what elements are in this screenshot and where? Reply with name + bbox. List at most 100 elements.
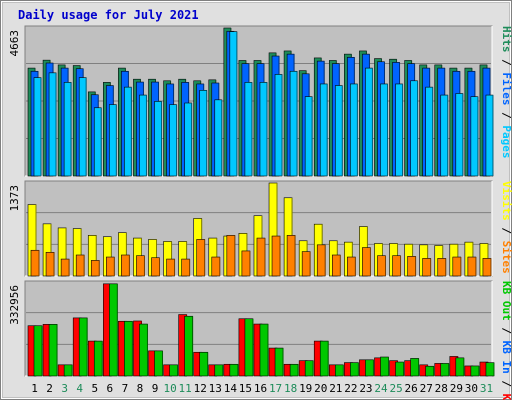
bar-sites — [196, 239, 206, 277]
bar-pages — [365, 67, 373, 177]
bar-body — [425, 86, 433, 177]
bar-body — [289, 363, 299, 377]
bar-body — [139, 94, 147, 177]
bar-body — [440, 363, 450, 377]
bar-body — [241, 250, 251, 277]
x-tick-label: 27 — [420, 382, 433, 395]
panel-hits-files-pages: 4663 Hits / Files / Pages — [8, 25, 512, 177]
bar-body — [365, 359, 374, 377]
bar-pages — [350, 83, 358, 177]
bar-body — [437, 258, 447, 277]
bar-body — [93, 107, 102, 177]
legend-entry: KB Out — [500, 281, 512, 321]
bar-body — [151, 257, 160, 277]
y-max-label: 332956 — [8, 285, 21, 325]
x-tick-label: 25 — [389, 382, 402, 395]
panel-legend: Visits / Sites — [500, 181, 512, 274]
bar-pages — [304, 96, 313, 177]
bar-kb-out — [350, 362, 359, 377]
x-tick-label: 21 — [329, 382, 342, 395]
bar-pages — [470, 96, 479, 177]
bar-pages — [244, 82, 253, 177]
bar-body — [75, 254, 85, 277]
bar-body — [226, 235, 236, 277]
bar-kb-out — [214, 364, 224, 377]
bar-pages — [139, 94, 147, 177]
bar-body — [304, 96, 313, 177]
bar-body — [347, 256, 356, 277]
bar-kb-out — [455, 357, 465, 377]
bar-kb-out — [78, 317, 88, 377]
bar-body — [410, 80, 418, 177]
bar-body — [485, 94, 494, 177]
bar-body — [365, 67, 373, 177]
bar-body — [214, 364, 224, 377]
bar-body — [467, 256, 477, 277]
bar-kb-out — [485, 362, 495, 377]
bar-body — [407, 256, 416, 277]
bar-body — [301, 251, 311, 277]
legend-entry: / — [500, 374, 512, 394]
bar-pages — [199, 90, 208, 177]
legend-entry: / — [500, 106, 512, 126]
x-tick-label: 2 — [46, 382, 53, 395]
x-tick-label: 5 — [91, 382, 98, 395]
bar-body — [184, 315, 193, 377]
bar-body — [169, 364, 178, 377]
bar-pages — [425, 86, 434, 177]
bar-body — [377, 255, 386, 277]
bar-sites — [362, 247, 371, 277]
bar-body — [139, 323, 148, 377]
bar-pages — [395, 83, 404, 177]
bar-sites — [271, 235, 281, 277]
bar-sites — [256, 237, 266, 277]
x-tick-label: 23 — [359, 382, 372, 395]
bar-pages — [274, 74, 283, 177]
bar-body — [455, 357, 465, 377]
bar-body — [259, 323, 269, 377]
bar-kb-out — [33, 325, 43, 377]
bar-sites — [286, 235, 296, 277]
x-tick-label: 22 — [344, 382, 357, 395]
x-tick-label: 4 — [76, 382, 83, 395]
x-tick-label: 16 — [254, 382, 267, 395]
bar-sites — [392, 255, 402, 277]
bar-kb-out — [93, 340, 103, 377]
bar-body — [63, 82, 72, 177]
bar-kb-out — [124, 320, 133, 377]
bar-sites — [211, 256, 221, 277]
bar-sites — [106, 256, 115, 277]
x-tick-label: 24 — [374, 382, 388, 395]
bar-kb-out — [169, 364, 179, 377]
bar-body — [304, 360, 314, 377]
x-tick-label: 7 — [122, 382, 129, 395]
bar-body — [362, 247, 371, 277]
bar-pages — [33, 77, 42, 177]
bar-body — [181, 258, 190, 277]
bar-body — [196, 239, 206, 277]
bar-body — [199, 351, 209, 377]
bar-body — [380, 356, 389, 377]
bar-pages — [63, 82, 72, 177]
bar-body — [124, 86, 132, 177]
bar-body — [485, 362, 495, 377]
legend-entry: Sites — [500, 241, 512, 274]
legend-entry: / — [500, 53, 512, 73]
bar-sites — [482, 258, 492, 277]
x-tick-label: 9 — [152, 382, 159, 395]
bar-pages — [154, 101, 163, 177]
bar-body — [256, 237, 266, 277]
x-tick-label: 11 — [179, 382, 192, 395]
bar-kb-out — [139, 323, 148, 377]
x-tick-label: 31 — [480, 382, 493, 395]
bar-sites — [60, 258, 70, 277]
x-tick-label: 17 — [269, 382, 282, 395]
bar-body — [259, 82, 268, 177]
bar-pages — [410, 80, 419, 177]
bar-kb-out — [304, 360, 314, 377]
bar-sites — [422, 258, 432, 277]
bar-sites — [75, 254, 85, 277]
bar-body — [199, 90, 208, 177]
x-tick-label: 29 — [450, 382, 463, 395]
bar-body — [184, 102, 192, 177]
